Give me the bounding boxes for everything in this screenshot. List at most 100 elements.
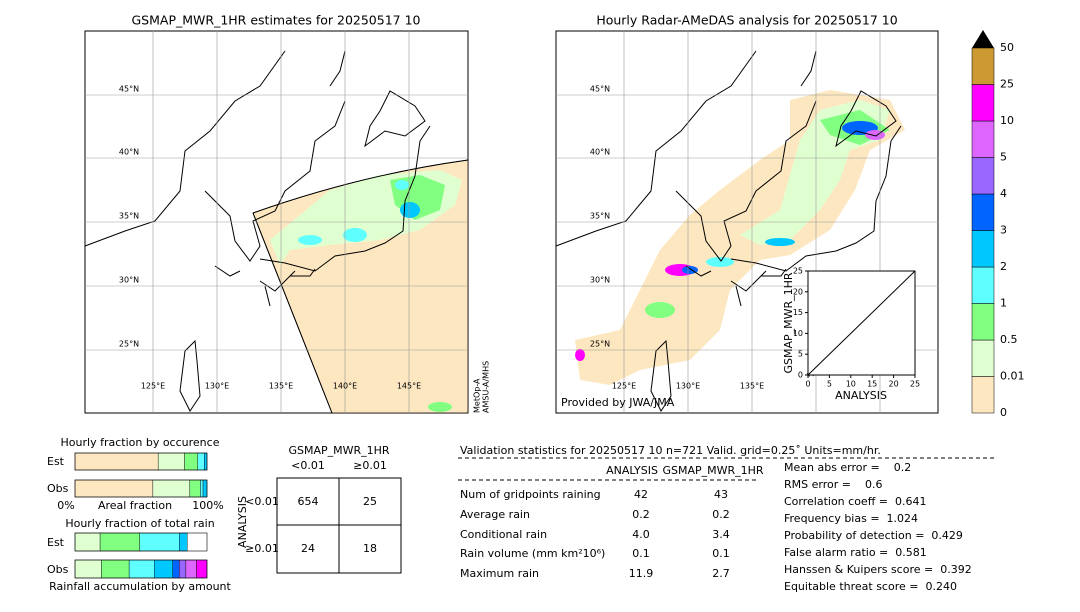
row-label: Obs — [47, 563, 69, 576]
lat-label: 45°N — [119, 85, 139, 94]
score: Frequency bias = 1.024 — [784, 512, 918, 525]
value: 0.2 — [632, 508, 650, 521]
x-tick-label: 15 — [867, 380, 877, 389]
fraction-segment — [197, 452, 205, 471]
row-name: Average rain — [460, 508, 530, 521]
lon-label: 125°E — [612, 382, 636, 391]
colorbar-segment — [971, 376, 995, 414]
lon-label: 135°E — [269, 382, 293, 391]
lon-label: 140°E — [333, 382, 357, 391]
score: Correlation coeff = 0.641 — [784, 495, 926, 508]
x-tick-label: 25 — [910, 380, 920, 389]
y-tick-label: 20 — [793, 287, 803, 296]
colorbar-label: 0.01 — [1000, 370, 1025, 383]
y-tick-label: 5 — [798, 350, 803, 359]
fraction-segment — [200, 479, 204, 498]
fraction-segment — [74, 532, 101, 552]
fraction-segment — [101, 559, 130, 579]
fraction-segment — [157, 452, 185, 471]
satellite-label: MetOp-A — [473, 378, 482, 413]
row-header: ≥0.01 — [245, 542, 279, 555]
col-header: GSMAP_MWR_1HR — [662, 464, 763, 477]
value: 2.7 — [712, 567, 730, 580]
colorbar-segment — [971, 230, 995, 268]
chart-title: Hourly fraction of total rain — [65, 517, 214, 530]
fraction-segment — [172, 559, 180, 579]
bar-frame — [74, 532, 208, 552]
fraction-segment — [152, 479, 191, 498]
value: 42 — [634, 488, 648, 501]
lat-label: 30°N — [119, 276, 139, 285]
colorbar-segment — [971, 339, 995, 377]
lat-label: 40°N — [590, 148, 610, 157]
fraction-segment — [128, 559, 155, 579]
fraction-segment — [99, 532, 140, 552]
colorbar-segment — [971, 193, 995, 231]
cell: 654 — [298, 495, 319, 508]
colorbar-label: 3 — [1000, 224, 1007, 237]
value: 0.2 — [712, 508, 730, 521]
col-header: ≥0.01 — [353, 459, 387, 472]
colorbar-label: 1 — [1000, 297, 1007, 310]
colorbar-label: 4 — [1000, 187, 1007, 200]
value: 0.1 — [632, 547, 650, 560]
cell: 25 — [363, 495, 377, 508]
score: RMS error = 0.6 — [784, 478, 882, 491]
lon-label: 125°E — [141, 382, 165, 391]
value: 43 — [714, 488, 728, 501]
value: 4.0 — [632, 528, 650, 541]
row-name: Rain volume (mm km²10⁶) — [460, 547, 605, 560]
value: 0.1 — [712, 547, 730, 560]
lon-label: 135°E — [740, 382, 764, 391]
fraction-segment — [139, 532, 180, 552]
map-title: GSMAP_MWR_1HR estimates for 20250517 10 — [132, 13, 421, 28]
lon-label: 130°E — [676, 382, 700, 391]
colorbar-arrow — [972, 30, 994, 48]
axis-label: 0% — [57, 499, 74, 512]
chart-title: Hourly fraction by occurence — [61, 436, 220, 449]
lat-label: 25°N — [119, 340, 139, 349]
fraction-segment — [189, 479, 201, 498]
x-tick-label: 5 — [827, 380, 832, 389]
lat-label: 45°N — [590, 85, 610, 94]
lat-label: 25°N — [590, 340, 610, 349]
score: Mean abs error = 0.2 — [784, 461, 911, 474]
fraction-segment — [184, 452, 198, 471]
lon-label: 130°E — [205, 382, 229, 391]
col-header: <0.01 — [291, 459, 325, 472]
validation-header: Validation statistics for 20250517 10 n=… — [460, 444, 881, 457]
row-name: Conditional rain — [460, 528, 547, 541]
credit: Provided by JWA/JMA — [561, 396, 675, 409]
colorbar-label: 0.5 — [1000, 333, 1018, 346]
left-map: 45°N 40°N 35°N 30°N 25°N 125°E 130°E 135°E 140°E… — [84, 13, 491, 414]
lat-label: 35°N — [119, 212, 139, 221]
colorbar-label: 25 — [1000, 78, 1014, 91]
table-title: GSMAP_MWR_1HR — [288, 444, 389, 457]
fraction-segment — [153, 559, 173, 579]
fraction-segment — [185, 559, 197, 579]
colorbar-label: 50 — [1000, 41, 1014, 54]
colorbar-segment — [971, 84, 995, 122]
y-tick-label: 10 — [793, 329, 803, 338]
colorbar-segment — [971, 120, 995, 158]
row-header: <0.01 — [245, 495, 279, 508]
x-tick-label: 20 — [889, 380, 899, 389]
y-tick-label: 15 — [793, 308, 803, 317]
value: 11.9 — [629, 567, 654, 580]
colorbar-segment — [971, 157, 995, 195]
right-map: 45°N 40°N 35°N 30°N 25°N 125°E 130°E 135°E 0 5 10 1… — [555, 13, 939, 414]
scatter-xlabel: ANALYSIS — [835, 389, 887, 402]
row-title: ANALYSIS — [236, 496, 249, 548]
fraction-segment — [74, 452, 159, 471]
axis-label: Areal fraction — [98, 499, 172, 512]
fraction-segment — [196, 559, 208, 579]
score: Equitable threat score = 0.240 — [784, 580, 957, 593]
axis-label: 100% — [192, 499, 223, 512]
sensor-label: AMSU-A/MHS — [482, 361, 491, 413]
x-tick-label: 0 — [805, 380, 810, 389]
fraction-segment — [204, 452, 208, 471]
colorbar-label: 0 — [1000, 406, 1007, 419]
score: False alarm ratio = 0.581 — [784, 546, 927, 559]
row-label: Obs — [47, 482, 69, 495]
